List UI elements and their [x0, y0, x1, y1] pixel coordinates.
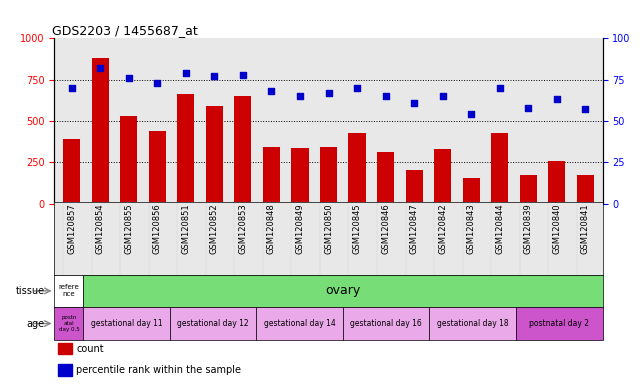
Bar — [83, 307, 170, 340]
Point — [552, 96, 562, 103]
Point — [95, 65, 105, 71]
Text: refere
nce: refere nce — [58, 285, 79, 297]
Bar — [320, 147, 337, 204]
Bar — [263, 147, 280, 204]
Text: GSM120843: GSM120843 — [467, 203, 476, 254]
Bar — [429, 307, 516, 340]
Bar — [292, 148, 308, 204]
Bar — [406, 170, 422, 204]
Bar — [92, 58, 109, 204]
Bar — [120, 116, 137, 204]
Bar — [149, 131, 166, 204]
Bar — [516, 307, 603, 340]
Text: GSM120849: GSM120849 — [296, 203, 304, 254]
Point — [181, 70, 191, 76]
Point — [295, 93, 305, 99]
Text: percentile rank within the sample: percentile rank within the sample — [76, 365, 241, 375]
Text: GSM120855: GSM120855 — [124, 203, 133, 254]
Bar — [235, 96, 251, 204]
Point — [580, 106, 590, 113]
Bar — [577, 175, 594, 204]
Point — [238, 72, 248, 78]
Point — [466, 111, 476, 118]
Text: ovary: ovary — [326, 285, 360, 297]
Point — [495, 85, 505, 91]
Bar — [54, 275, 83, 307]
Text: gestational day 12: gestational day 12 — [178, 319, 249, 328]
Text: count: count — [76, 344, 104, 354]
Bar — [548, 161, 565, 204]
Bar — [54, 307, 83, 340]
Point — [209, 73, 219, 79]
Text: GSM120841: GSM120841 — [581, 203, 590, 254]
Point — [409, 100, 419, 106]
Point — [438, 93, 448, 99]
Bar — [520, 175, 537, 204]
Text: GSM120852: GSM120852 — [210, 203, 219, 254]
Text: GSM120850: GSM120850 — [324, 203, 333, 254]
Text: GSM120848: GSM120848 — [267, 203, 276, 254]
Point — [323, 90, 333, 96]
Text: gestational day 16: gestational day 16 — [351, 319, 422, 328]
Bar — [177, 94, 194, 204]
Bar — [463, 178, 480, 204]
Text: GDS2203 / 1455687_at: GDS2203 / 1455687_at — [52, 24, 197, 37]
Text: gestational day 14: gestational day 14 — [264, 319, 335, 328]
Text: postnatal day 2: postnatal day 2 — [529, 319, 589, 328]
Text: GSM120845: GSM120845 — [353, 203, 362, 254]
Text: GSM120844: GSM120844 — [495, 203, 504, 254]
Bar — [434, 149, 451, 204]
Text: gestational day 11: gestational day 11 — [91, 319, 162, 328]
Text: GSM120840: GSM120840 — [553, 203, 562, 254]
Text: age: age — [27, 318, 45, 329]
Point — [152, 80, 162, 86]
Point — [352, 85, 362, 91]
Text: GSM120857: GSM120857 — [67, 203, 76, 254]
Text: GSM120847: GSM120847 — [410, 203, 419, 254]
Text: gestational day 18: gestational day 18 — [437, 319, 508, 328]
Point — [124, 75, 134, 81]
Text: GSM120846: GSM120846 — [381, 203, 390, 254]
Bar — [63, 139, 80, 204]
Bar — [377, 152, 394, 204]
Bar — [206, 106, 223, 204]
Point — [523, 105, 533, 111]
Text: GSM120856: GSM120856 — [153, 203, 162, 254]
Text: GSM120842: GSM120842 — [438, 203, 447, 254]
Text: GSM120839: GSM120839 — [524, 203, 533, 254]
Text: GSM120853: GSM120853 — [238, 203, 247, 254]
Bar — [343, 307, 429, 340]
Point — [67, 85, 77, 91]
Bar — [349, 132, 365, 204]
Text: GSM120854: GSM120854 — [96, 203, 104, 254]
Bar — [491, 132, 508, 204]
Point — [381, 93, 391, 99]
Bar — [170, 307, 256, 340]
Text: tissue: tissue — [16, 286, 45, 296]
Point — [266, 88, 276, 94]
Text: postn
atal
day 0.5: postn atal day 0.5 — [58, 315, 79, 332]
Bar — [256, 307, 343, 340]
Text: GSM120851: GSM120851 — [181, 203, 190, 254]
